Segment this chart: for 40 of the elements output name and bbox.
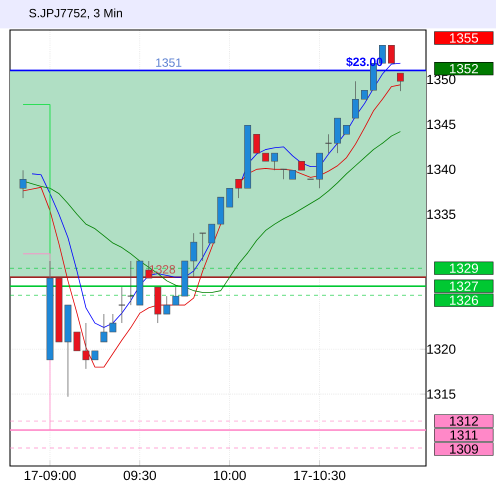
candlestick xyxy=(388,45,395,64)
y-tick-label: 1315 xyxy=(427,389,456,399)
x-tick-label: 10:00 xyxy=(214,470,246,480)
candlestick xyxy=(118,286,126,324)
x-tick-label: 17-10:30 xyxy=(294,470,346,480)
text: 1355 xyxy=(450,33,478,43)
annotation: 1351 xyxy=(156,58,182,67)
ref-line-label: 1309 xyxy=(450,444,478,454)
candlestick xyxy=(253,134,260,154)
candlestick xyxy=(226,188,234,208)
candlestick xyxy=(190,232,198,278)
candlestick xyxy=(20,170,26,198)
y-tick-label: 1335 xyxy=(427,210,456,219)
x-tick-label: 09:30 xyxy=(124,470,156,480)
y-tick-label: 1350 xyxy=(427,74,456,84)
text: 1352 xyxy=(450,64,478,74)
ref-line-label: 1329 xyxy=(450,264,478,273)
candlestick xyxy=(235,178,242,198)
candlestick xyxy=(109,314,116,332)
chart-title: S.JPJ7752, 3 Min xyxy=(29,8,122,19)
candlestick xyxy=(127,260,135,306)
x-tick-label: 17-09:00 xyxy=(24,470,76,480)
y-tick-label: 1320 xyxy=(427,344,456,354)
candlestick xyxy=(74,332,80,352)
y-tick-label: 1340 xyxy=(427,164,456,174)
candlestick xyxy=(396,72,404,92)
candlestick xyxy=(100,314,108,342)
ref-line-label: 1327 xyxy=(450,281,478,291)
ref-line-label: 1311 xyxy=(450,430,478,440)
candlestick xyxy=(208,224,216,244)
candlestick xyxy=(352,80,359,118)
candlestick xyxy=(271,152,278,171)
y-tick-label: 1345 xyxy=(427,120,456,130)
candlestick xyxy=(172,286,180,306)
ref-line-label: 1312 xyxy=(450,416,478,426)
candlestick xyxy=(163,296,170,314)
candlestick xyxy=(324,134,332,154)
candlestick xyxy=(199,232,206,262)
ref-line-label: 1326 xyxy=(450,295,478,305)
candlestick xyxy=(82,322,90,370)
